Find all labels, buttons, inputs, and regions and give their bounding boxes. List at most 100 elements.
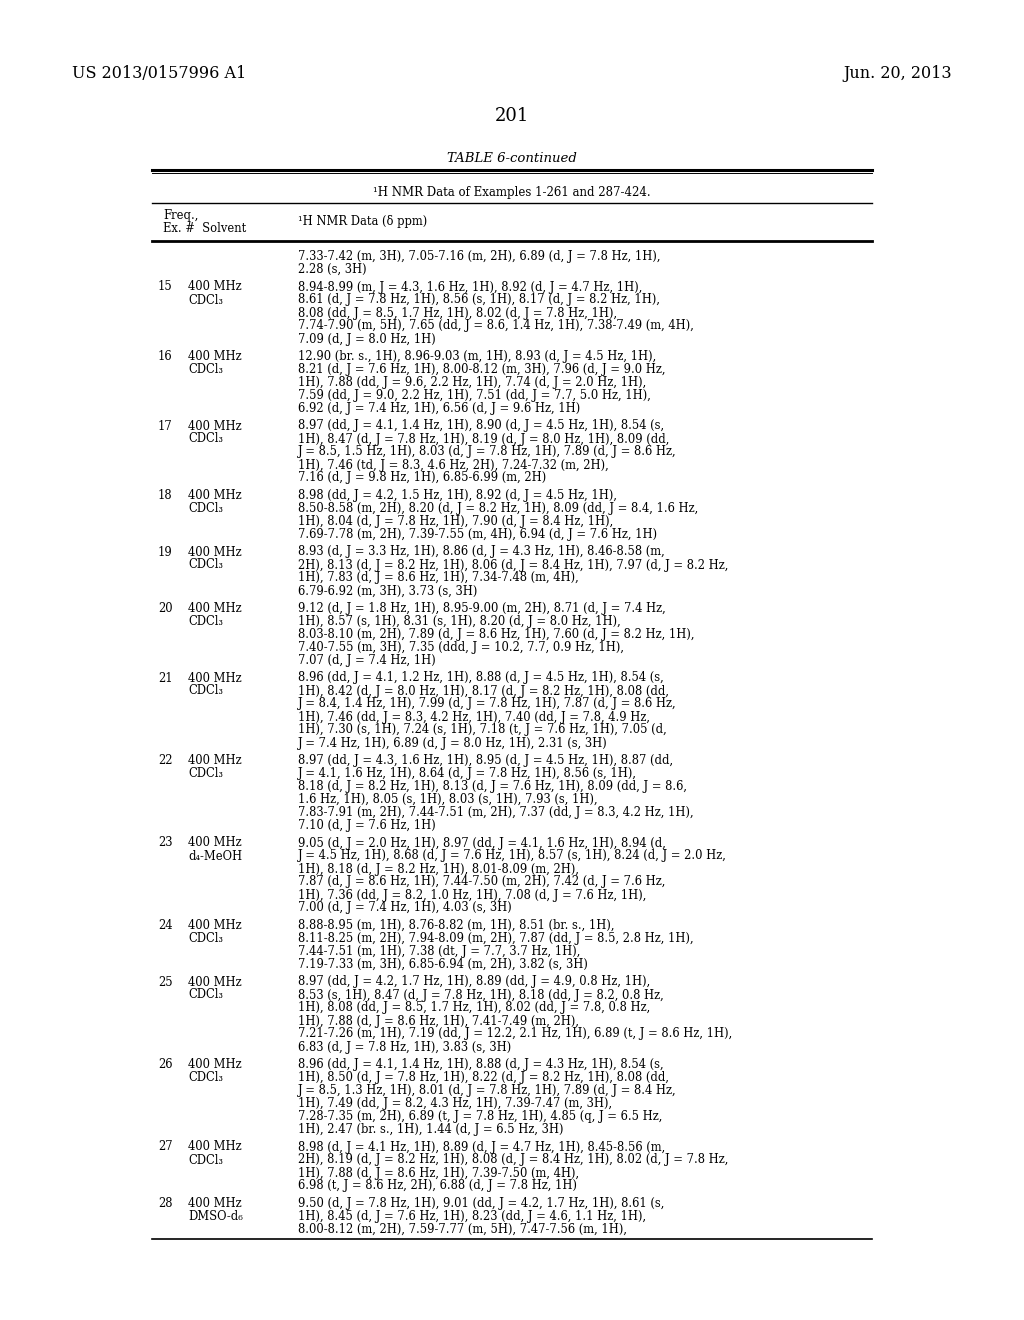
Text: 201: 201 [495,107,529,125]
Text: 1H), 7.88 (d, J = 8.6 Hz, 1H), 7.39-7.50 (m, 4H),: 1H), 7.88 (d, J = 8.6 Hz, 1H), 7.39-7.50… [298,1167,580,1180]
Text: CDCl₃: CDCl₃ [188,293,223,306]
Text: 1H), 7.36 (dd, J = 8.2, 1.0 Hz, 1H), 7.08 (d, J = 7.6 Hz, 1H),: 1H), 7.36 (dd, J = 8.2, 1.0 Hz, 1H), 7.0… [298,888,646,902]
Text: 1H), 7.88 (d, J = 8.6 Hz, 1H), 7.41-7.49 (m, 2H),: 1H), 7.88 (d, J = 8.6 Hz, 1H), 7.41-7.49… [298,1015,579,1027]
Text: 1H), 7.83 (d, J = 8.6 Hz, 1H), 7.34-7.48 (m, 4H),: 1H), 7.83 (d, J = 8.6 Hz, 1H), 7.34-7.48… [298,572,579,585]
Text: 6.98 (t, J = 8.6 Hz, 2H), 6.88 (d, J = 7.8 Hz, 1H): 6.98 (t, J = 8.6 Hz, 2H), 6.88 (d, J = 7… [298,1180,577,1192]
Text: ¹H NMR Data of Examples 1-261 and 287-424.: ¹H NMR Data of Examples 1-261 and 287-42… [373,186,651,199]
Text: 9.50 (d, J = 7.8 Hz, 1H), 9.01 (dd, J = 4.2, 1.7 Hz, 1H), 8.61 (s,: 9.50 (d, J = 7.8 Hz, 1H), 9.01 (dd, J = … [298,1197,665,1210]
Text: ¹H NMR Data (δ ppm): ¹H NMR Data (δ ppm) [298,215,427,228]
Text: 28: 28 [158,1197,172,1210]
Text: 7.69-7.78 (m, 2H), 7.39-7.55 (m, 4H), 6.94 (d, J = 7.6 Hz, 1H): 7.69-7.78 (m, 2H), 7.39-7.55 (m, 4H), 6.… [298,528,657,541]
Text: 1H), 7.46 (dd, J = 8.3, 4.2 Hz, 1H), 7.40 (dd, J = 7.8, 4.9 Hz,: 1H), 7.46 (dd, J = 8.3, 4.2 Hz, 1H), 7.4… [298,710,650,723]
Text: 20: 20 [158,602,173,615]
Text: 8.96 (dd, J = 4.1, 1.4 Hz, 1H), 8.88 (d, J = 4.3 Hz, 1H), 8.54 (s,: 8.96 (dd, J = 4.1, 1.4 Hz, 1H), 8.88 (d,… [298,1059,664,1071]
Text: 2H), 8.19 (d, J = 8.2 Hz, 1H), 8.08 (d, J = 8.4 Hz, 1H), 8.02 (d, J = 7.8 Hz,: 2H), 8.19 (d, J = 8.2 Hz, 1H), 8.08 (d, … [298,1154,728,1167]
Text: 7.10 (d, J = 7.6 Hz, 1H): 7.10 (d, J = 7.6 Hz, 1H) [298,818,436,832]
Text: CDCl₃: CDCl₃ [188,502,223,515]
Text: 9.05 (d, J = 2.0 Hz, 1H), 8.97 (dd, J = 4.1, 1.6 Hz, 1H), 8.94 (d,: 9.05 (d, J = 2.0 Hz, 1H), 8.97 (dd, J = … [298,837,666,850]
Text: 400 MHz: 400 MHz [188,350,242,363]
Text: 1H), 7.46 (td, J = 8.3, 4.6 Hz, 2H), 7.24-7.32 (m, 2H),: 1H), 7.46 (td, J = 8.3, 4.6 Hz, 2H), 7.2… [298,458,608,471]
Text: 1H), 8.50 (d, J = 7.8 Hz, 1H), 8.22 (d, J = 8.2 Hz, 1H), 8.08 (dd,: 1H), 8.50 (d, J = 7.8 Hz, 1H), 8.22 (d, … [298,1071,669,1084]
Text: 400 MHz: 400 MHz [188,754,242,767]
Text: 7.21-7.26 (m, 1H), 7.19 (dd, J = 12.2, 2.1 Hz, 1H), 6.89 (t, J = 8.6 Hz, 1H),: 7.21-7.26 (m, 1H), 7.19 (dd, J = 12.2, 2… [298,1027,732,1040]
Text: 7.28-7.35 (m, 2H), 6.89 (t, J = 7.8 Hz, 1H), 4.85 (q, J = 6.5 Hz,: 7.28-7.35 (m, 2H), 6.89 (t, J = 7.8 Hz, … [298,1110,663,1123]
Text: Jun. 20, 2013: Jun. 20, 2013 [844,65,952,82]
Text: 7.09 (d, J = 8.0 Hz, 1H): 7.09 (d, J = 8.0 Hz, 1H) [298,333,436,346]
Text: 8.08 (dd, J = 8.5, 1.7 Hz, 1H), 8.02 (d, J = 7.8 Hz, 1H),: 8.08 (dd, J = 8.5, 1.7 Hz, 1H), 8.02 (d,… [298,306,617,319]
Text: 7.59 (dd, J = 9.0, 2.2 Hz, 1H), 7.51 (dd, J = 7.7, 5.0 Hz, 1H),: 7.59 (dd, J = 9.0, 2.2 Hz, 1H), 7.51 (dd… [298,389,651,403]
Text: 8.53 (s, 1H), 8.47 (d, J = 7.8 Hz, 1H), 8.18 (dd, J = 8.2, 0.8 Hz,: 8.53 (s, 1H), 8.47 (d, J = 7.8 Hz, 1H), … [298,989,664,1002]
Text: 16: 16 [158,350,173,363]
Text: 1H), 7.49 (dd, J = 8.2, 4.3 Hz, 1H), 7.39-7.47 (m, 3H),: 1H), 7.49 (dd, J = 8.2, 4.3 Hz, 1H), 7.3… [298,1097,612,1110]
Text: 8.88-8.95 (m, 1H), 8.76-8.82 (m, 1H), 8.51 (br. s., 1H),: 8.88-8.95 (m, 1H), 8.76-8.82 (m, 1H), 8.… [298,919,614,932]
Text: 8.97 (dd, J = 4.3, 1.6 Hz, 1H), 8.95 (d, J = 4.5 Hz, 1H), 8.87 (dd,: 8.97 (dd, J = 4.3, 1.6 Hz, 1H), 8.95 (d,… [298,754,673,767]
Text: 8.61 (d, J = 7.8 Hz, 1H), 8.56 (s, 1H), 8.17 (d, J = 8.2 Hz, 1H),: 8.61 (d, J = 7.8 Hz, 1H), 8.56 (s, 1H), … [298,293,660,306]
Text: CDCl₃: CDCl₃ [188,615,223,628]
Text: CDCl₃: CDCl₃ [188,433,223,446]
Text: CDCl₃: CDCl₃ [188,363,223,376]
Text: 7.40-7.55 (m, 3H), 7.35 (ddd, J = 10.2, 7.7, 0.9 Hz, 1H),: 7.40-7.55 (m, 3H), 7.35 (ddd, J = 10.2, … [298,642,624,653]
Text: 400 MHz: 400 MHz [188,602,242,615]
Text: 8.97 (dd, J = 4.2, 1.7 Hz, 1H), 8.89 (dd, J = 4.9, 0.8 Hz, 1H),: 8.97 (dd, J = 4.2, 1.7 Hz, 1H), 8.89 (dd… [298,975,650,989]
Text: 18: 18 [158,488,173,502]
Text: 15: 15 [158,281,173,293]
Text: 8.00-8.12 (m, 2H), 7.59-7.77 (m, 5H), 7.47-7.56 (m, 1H),: 8.00-8.12 (m, 2H), 7.59-7.77 (m, 5H), 7.… [298,1224,627,1236]
Text: 8.97 (dd, J = 4.1, 1.4 Hz, 1H), 8.90 (d, J = 4.5 Hz, 1H), 8.54 (s,: 8.97 (dd, J = 4.1, 1.4 Hz, 1H), 8.90 (d,… [298,420,665,433]
Text: US 2013/0157996 A1: US 2013/0157996 A1 [72,65,246,82]
Text: 1H), 8.18 (d, J = 8.2 Hz, 1H), 8.01-8.09 (m, 2H),: 1H), 8.18 (d, J = 8.2 Hz, 1H), 8.01-8.09… [298,862,579,875]
Text: TABLE 6-continued: TABLE 6-continued [447,152,577,165]
Text: 8.11-8.25 (m, 2H), 7.94-8.09 (m, 2H), 7.87 (dd, J = 8.5, 2.8 Hz, 1H),: 8.11-8.25 (m, 2H), 7.94-8.09 (m, 2H), 7.… [298,932,693,945]
Text: CDCl₃: CDCl₃ [188,1071,223,1084]
Text: 27: 27 [158,1140,173,1154]
Text: 25: 25 [158,975,173,989]
Text: 400 MHz: 400 MHz [188,420,242,433]
Text: 7.19-7.33 (m, 3H), 6.85-6.94 (m, 2H), 3.82 (s, 3H): 7.19-7.33 (m, 3H), 6.85-6.94 (m, 2H), 3.… [298,958,588,972]
Text: 400 MHz: 400 MHz [188,837,242,850]
Text: 7.83-7.91 (m, 2H), 7.44-7.51 (m, 2H), 7.37 (dd, J = 8.3, 4.2 Hz, 1H),: 7.83-7.91 (m, 2H), 7.44-7.51 (m, 2H), 7.… [298,807,693,818]
Text: 400 MHz: 400 MHz [188,1197,242,1210]
Text: 19: 19 [158,545,173,558]
Text: 6.83 (d, J = 7.8 Hz, 1H), 3.83 (s, 3H): 6.83 (d, J = 7.8 Hz, 1H), 3.83 (s, 3H) [298,1040,511,1053]
Text: 400 MHz: 400 MHz [188,919,242,932]
Text: J = 4.1, 1.6 Hz, 1H), 8.64 (d, J = 7.8 Hz, 1H), 8.56 (s, 1H),: J = 4.1, 1.6 Hz, 1H), 8.64 (d, J = 7.8 H… [298,767,637,780]
Text: CDCl₃: CDCl₃ [188,989,223,1002]
Text: DMSO-d₆: DMSO-d₆ [188,1210,243,1224]
Text: 1H), 8.57 (s, 1H), 8.31 (s, 1H), 8.20 (d, J = 8.0 Hz, 1H),: 1H), 8.57 (s, 1H), 8.31 (s, 1H), 8.20 (d… [298,615,621,628]
Text: 400 MHz: 400 MHz [188,1140,242,1154]
Text: 400 MHz: 400 MHz [188,281,242,293]
Text: CDCl₃: CDCl₃ [188,767,223,780]
Text: 2.28 (s, 3H): 2.28 (s, 3H) [298,263,367,276]
Text: 7.33-7.42 (m, 3H), 7.05-7.16 (m, 2H), 6.89 (d, J = 7.8 Hz, 1H),: 7.33-7.42 (m, 3H), 7.05-7.16 (m, 2H), 6.… [298,249,660,263]
Text: 6.92 (d, J = 7.4 Hz, 1H), 6.56 (d, J = 9.6 Hz, 1H): 6.92 (d, J = 7.4 Hz, 1H), 6.56 (d, J = 9… [298,403,581,414]
Text: 8.96 (dd, J = 4.1, 1.2 Hz, 1H), 8.88 (d, J = 4.5 Hz, 1H), 8.54 (s,: 8.96 (dd, J = 4.1, 1.2 Hz, 1H), 8.88 (d,… [298,672,664,685]
Text: 8.18 (d, J = 8.2 Hz, 1H), 8.13 (d, J = 7.6 Hz, 1H), 8.09 (dd, J = 8.6,: 8.18 (d, J = 8.2 Hz, 1H), 8.13 (d, J = 7… [298,780,687,793]
Text: 23: 23 [158,837,172,850]
Text: 22: 22 [158,754,172,767]
Text: 1H), 7.30 (s, 1H), 7.24 (s, 1H), 7.18 (t, J = 7.6 Hz, 1H), 7.05 (d,: 1H), 7.30 (s, 1H), 7.24 (s, 1H), 7.18 (t… [298,723,667,737]
Text: 6.79-6.92 (m, 3H), 3.73 (s, 3H): 6.79-6.92 (m, 3H), 3.73 (s, 3H) [298,585,477,598]
Text: 1H), 7.88 (dd, J = 9.6, 2.2 Hz, 1H), 7.74 (d, J = 2.0 Hz, 1H),: 1H), 7.88 (dd, J = 9.6, 2.2 Hz, 1H), 7.7… [298,376,646,389]
Text: 17: 17 [158,420,173,433]
Text: 1H), 8.47 (d, J = 7.8 Hz, 1H), 8.19 (d, J = 8.0 Hz, 1H), 8.09 (dd,: 1H), 8.47 (d, J = 7.8 Hz, 1H), 8.19 (d, … [298,433,670,446]
Text: 1H), 8.08 (dd, J = 8.5, 1.7 Hz, 1H), 8.02 (dd, J = 7.8, 0.8 Hz,: 1H), 8.08 (dd, J = 8.5, 1.7 Hz, 1H), 8.0… [298,1002,650,1015]
Text: 12.90 (br. s., 1H), 8.96-9.03 (m, 1H), 8.93 (d, J = 4.5 Hz, 1H),: 12.90 (br. s., 1H), 8.96-9.03 (m, 1H), 8… [298,350,656,363]
Text: Freq.,: Freq., [163,209,199,222]
Text: 24: 24 [158,919,172,932]
Text: J = 8.5, 1.5 Hz, 1H), 8.03 (d, J = 7.8 Hz, 1H), 7.89 (d, J = 8.6 Hz,: J = 8.5, 1.5 Hz, 1H), 8.03 (d, J = 7.8 H… [298,446,677,458]
Text: 1H), 8.04 (d, J = 7.8 Hz, 1H), 7.90 (d, J = 8.4 Hz, 1H),: 1H), 8.04 (d, J = 7.8 Hz, 1H), 7.90 (d, … [298,515,613,528]
Text: CDCl₃: CDCl₃ [188,1154,223,1167]
Text: CDCl₃: CDCl₃ [188,932,223,945]
Text: 7.00 (d, J = 7.4 Hz, 1H), 4.03 (s, 3H): 7.00 (d, J = 7.4 Hz, 1H), 4.03 (s, 3H) [298,902,512,915]
Text: CDCl₃: CDCl₃ [188,558,223,572]
Text: 2H), 8.13 (d, J = 8.2 Hz, 1H), 8.06 (d, J = 8.4 Hz, 1H), 7.97 (d, J = 8.2 Hz,: 2H), 8.13 (d, J = 8.2 Hz, 1H), 8.06 (d, … [298,558,728,572]
Text: J = 4.5 Hz, 1H), 8.68 (d, J = 7.6 Hz, 1H), 8.57 (s, 1H), 8.24 (d, J = 2.0 Hz,: J = 4.5 Hz, 1H), 8.68 (d, J = 7.6 Hz, 1H… [298,850,727,862]
Text: d₄-MeOH: d₄-MeOH [188,850,242,862]
Text: 9.12 (d, J = 1.8 Hz, 1H), 8.95-9.00 (m, 2H), 8.71 (d, J = 7.4 Hz,: 9.12 (d, J = 1.8 Hz, 1H), 8.95-9.00 (m, … [298,602,666,615]
Text: 8.50-8.58 (m, 2H), 8.20 (d, J = 8.2 Hz, 1H), 8.09 (dd, J = 8.4, 1.6 Hz,: 8.50-8.58 (m, 2H), 8.20 (d, J = 8.2 Hz, … [298,502,698,515]
Text: 400 MHz: 400 MHz [188,488,242,502]
Text: 26: 26 [158,1059,172,1071]
Text: 1.6 Hz, 1H), 8.05 (s, 1H), 8.03 (s, 1H), 7.93 (s, 1H),: 1.6 Hz, 1H), 8.05 (s, 1H), 8.03 (s, 1H),… [298,793,598,807]
Text: 8.98 (d, J = 4.1 Hz, 1H), 8.89 (d, J = 4.7 Hz, 1H), 8.45-8.56 (m,: 8.98 (d, J = 4.1 Hz, 1H), 8.89 (d, J = 4… [298,1140,666,1154]
Text: J = 8.5, 1.3 Hz, 1H), 8.01 (d, J = 7.8 Hz, 1H), 7.89 (d, J = 8.4 Hz,: J = 8.5, 1.3 Hz, 1H), 8.01 (d, J = 7.8 H… [298,1084,677,1097]
Text: 7.07 (d, J = 7.4 Hz, 1H): 7.07 (d, J = 7.4 Hz, 1H) [298,653,436,667]
